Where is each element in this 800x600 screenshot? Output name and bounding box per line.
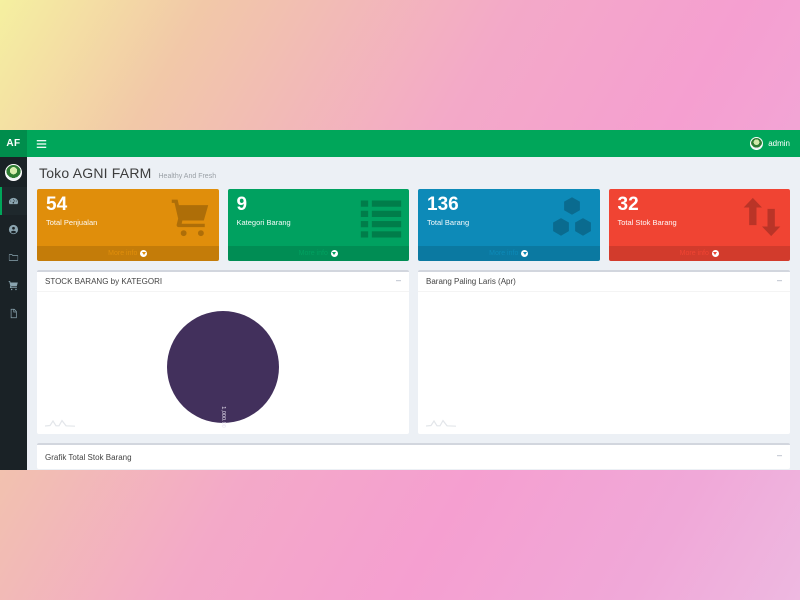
pie-slice-1: 1,000.00	[167, 311, 279, 428]
stat-value: 9	[236, 194, 248, 215]
more-info-label: More info	[298, 250, 328, 257]
panel-header: Barang Paling Laris (Apr) –	[418, 272, 790, 292]
page-header: Toko AGNI FARM Healthy And Fresh	[37, 165, 790, 189]
stat-label: Total Barang	[427, 217, 470, 227]
pie-chart[interactable]: 1,000.00	[37, 292, 409, 434]
panel-stock-by-kategori: STOCK BARANG by KATEGORI – 1,000.00	[37, 270, 409, 434]
app-logo[interactable]: AF	[0, 130, 27, 157]
panel-body	[418, 292, 790, 434]
arrow-circle-right-icon	[330, 250, 338, 257]
sidebar-item-cart[interactable]	[0, 271, 27, 299]
sidebar-item-file[interactable]	[0, 299, 27, 327]
more-info-label: More info	[489, 250, 519, 257]
cart-icon	[8, 280, 18, 290]
sidebar-item-dashboard[interactable]	[0, 187, 27, 215]
panel-header: Grafik Total Stok Barang –	[37, 445, 790, 469]
stat-box-total-barang[interactable]: 136 Total Barang More info	[418, 189, 600, 261]
main-content: Toko AGNI FARM Healthy And Fresh 54 Tota…	[27, 157, 800, 470]
more-info-label: More info	[679, 250, 709, 257]
stat-box-total-stok-barang[interactable]: 32 Total Stok Barang More info	[608, 189, 790, 261]
more-info-link[interactable]: More info	[227, 246, 409, 261]
panel-title: STOCK BARANG by KATEGORI	[45, 277, 163, 286]
stat-value: 136	[427, 194, 459, 215]
file-icon	[10, 308, 17, 318]
top-navbar: AF admin	[0, 130, 800, 157]
shopping-cart-icon	[171, 199, 208, 237]
minus-icon[interactable]: –	[395, 274, 401, 285]
panel-barang-paling-laris: Barang Paling Laris (Apr) –	[418, 270, 790, 434]
stat-box-row: 54 Total Penjualan More info 9 Kategori …	[37, 189, 790, 261]
sidebar-item-folder[interactable]	[0, 243, 27, 271]
more-info-link[interactable]: More info	[37, 246, 219, 261]
stat-label: Total Penjualan	[46, 217, 98, 227]
profile-avatar-icon	[5, 163, 22, 181]
user-avatar-icon	[750, 137, 764, 150]
panel-row: STOCK BARANG by KATEGORI – 1,000.00	[37, 270, 790, 434]
panel-body: 1,000.00	[37, 292, 409, 434]
stat-box-kategori-barang[interactable]: 9 Kategori Barang More info	[227, 189, 409, 261]
page-subtitle: Healthy And Fresh	[158, 173, 217, 180]
exchange-arrows-icon	[743, 197, 781, 237]
dashboard-icon	[8, 197, 19, 204]
stat-box-total-penjualan[interactable]: 54 Total Penjualan More info	[37, 189, 219, 261]
more-info-label: More info	[108, 250, 138, 257]
stat-label: Total Stok Barang	[617, 217, 677, 227]
page-title: Toko AGNI FARM	[39, 165, 152, 181]
admin-dashboard-window: AF admin	[0, 130, 800, 470]
user-icon	[8, 224, 19, 234]
navbar-user-name: admin	[768, 139, 790, 148]
arrow-circle-right-icon	[711, 250, 719, 257]
stat-label: Kategori Barang	[236, 217, 291, 227]
more-info-link[interactable]: More info	[608, 246, 790, 261]
stat-value: 32	[617, 194, 639, 215]
stat-value: 54	[46, 194, 68, 215]
pie-slice-label: 1,000.00	[220, 406, 226, 428]
sparkline-icon	[426, 419, 456, 427]
list-icon	[360, 200, 402, 238]
panel-title: Barang Paling Laris (Apr)	[426, 277, 516, 286]
panel-grafik-total-stok-barang: Grafik Total Stok Barang –	[37, 443, 790, 469]
sidebar	[0, 157, 27, 470]
folder-icon	[8, 253, 19, 261]
panel-title: Grafik Total Stok Barang	[45, 452, 132, 462]
hamburger-icon[interactable]	[27, 130, 55, 157]
arrow-circle-right-icon	[140, 250, 148, 257]
navbar-user-menu[interactable]: admin	[750, 130, 800, 157]
more-info-link[interactable]: More info	[418, 246, 600, 261]
minus-icon[interactable]: –	[776, 450, 782, 460]
cubes-icon	[552, 197, 591, 236]
panel-header: STOCK BARANG by KATEGORI –	[37, 272, 409, 292]
arrow-circle-right-icon	[521, 250, 529, 257]
minus-icon[interactable]: –	[776, 274, 782, 285]
sparkline-icon	[45, 419, 75, 427]
sidebar-item-user[interactable]	[0, 215, 27, 243]
sidebar-profile[interactable]	[0, 157, 27, 187]
